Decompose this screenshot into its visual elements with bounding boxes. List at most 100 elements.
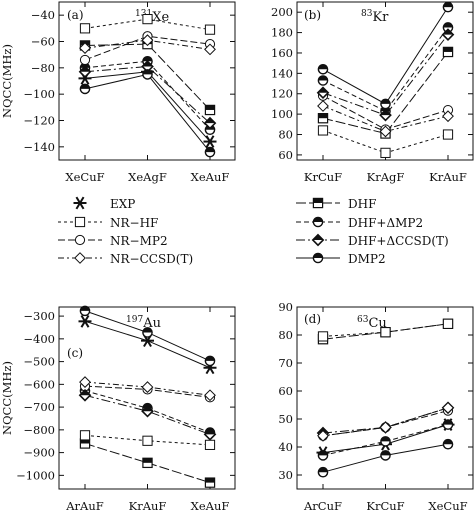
data-point	[442, 419, 454, 430]
legend-key-nr-mp2	[58, 234, 102, 246]
series-dmp2	[317, 1, 454, 110]
data-point	[379, 108, 392, 122]
y-tick-label: −400	[23, 332, 55, 346]
legend: EXP NR−HF NR−MP2 NR−CCSD(T) DHF DHF+ΔMP2…	[58, 196, 449, 266]
y-tick-label: −800	[23, 423, 55, 437]
series-nr-hf	[79, 430, 216, 450]
data-point	[204, 439, 216, 450]
data-point	[317, 466, 329, 478]
data-point	[441, 28, 455, 41]
y-axis-label: NQCC(MHz)	[0, 361, 14, 435]
x-tick-label: XeAuF	[191, 170, 230, 184]
y-tick-label: −300	[23, 309, 55, 323]
y-axis-label: NQCC(MHz)	[0, 44, 14, 118]
data-point	[380, 450, 391, 461]
data-point	[204, 43, 216, 56]
data-point	[141, 404, 154, 418]
series-dhf-ccsd-t	[78, 388, 217, 441]
y-tick-label: 180	[271, 26, 293, 40]
legend-marker	[73, 196, 87, 210]
y-tick-label: −600	[23, 377, 55, 391]
y-tick-label: 100	[271, 107, 293, 121]
legend-key-dhf-ccsd-t	[296, 233, 340, 247]
data-point	[204, 389, 216, 402]
y-tick-label: 200	[271, 5, 293, 19]
series-nr-ccsd-t	[317, 401, 454, 442]
panel-label: (c)	[67, 346, 83, 360]
y-tick-label: 50	[278, 412, 293, 426]
data-point	[204, 477, 216, 488]
legend-key-dhf	[296, 197, 340, 209]
x-tick-label: KrAuF	[129, 499, 167, 513]
data-point	[442, 22, 454, 33]
data-point	[317, 75, 329, 86]
series-dhf-mp2	[317, 419, 454, 461]
data-point	[442, 318, 454, 329]
data-point	[442, 401, 454, 414]
legend-marker	[74, 234, 86, 246]
y-tick-label: −900	[23, 446, 55, 460]
y-tick-label: 60	[278, 384, 293, 398]
x-tick-label: KrAuF	[429, 170, 467, 184]
y-tick-label: −120	[23, 114, 55, 128]
series-line	[322, 51, 449, 135]
data-point	[204, 104, 216, 116]
data-point	[79, 23, 91, 34]
data-point	[204, 355, 216, 367]
y-tick-label: −60	[31, 35, 55, 49]
data-point	[142, 435, 153, 446]
legend-label-nr-ccsdt: NR−CCSD(T)	[110, 252, 193, 266]
x-tick-label: KrAgF	[367, 170, 405, 184]
x-tick-label: XeAgF	[128, 170, 167, 184]
legend-label-dhf-dccsdt: DHF+ΔCCSD(T)	[348, 234, 449, 248]
y-tick-label: 160	[271, 46, 293, 60]
data-point	[79, 54, 91, 66]
series-line	[84, 66, 211, 124]
x-tick-label: ArAuF	[65, 499, 104, 513]
data-point	[380, 327, 391, 338]
data-point	[317, 450, 329, 461]
y-tick-label: 60	[278, 148, 293, 162]
y-tick-label: −700	[23, 400, 55, 414]
y-tick-label: −100	[23, 87, 55, 101]
series-dmp2	[79, 305, 216, 367]
y-tick-label: 80	[278, 328, 293, 342]
data-point	[204, 146, 216, 158]
isotope-label: 197Au	[126, 315, 161, 331]
series-nr-ccsd-t	[79, 34, 216, 56]
series-nr-ccsd-t	[317, 100, 454, 138]
x-tick-label: XeAuF	[191, 499, 230, 513]
data-point	[317, 331, 329, 342]
panel-3: −300 −400 −500 −600 −700 −800 −900 −1000 ArAuF Kr…	[0, 305, 236, 513]
panel-label: (d)	[304, 312, 321, 326]
series-nr-hf	[79, 14, 216, 35]
legend-key-nr-ccsd-t	[58, 252, 102, 264]
isotope-label: 131Xe	[135, 9, 169, 25]
legend-marker	[74, 216, 86, 228]
panel-2: 60 80 100 120 140 160 180 200 KrCuF KrAgF KrAuF (b)…	[271, 1, 474, 184]
legend-label-exp: EXP	[110, 197, 135, 211]
legend-marker	[312, 216, 324, 228]
series-line	[322, 27, 449, 112]
legend-label-nr-hf: NR−HF	[110, 216, 158, 230]
data-point	[317, 63, 329, 75]
y-tick-label: −500	[23, 355, 55, 369]
y-tick-label: 80	[278, 128, 293, 142]
x-tick-label: XeCuF	[428, 499, 467, 513]
panel-1: −40 −60 −80 −100 −120 −140 XeCuF XeAgF XeAuF NQCC…	[0, 1, 236, 184]
legend-key-dmp2	[296, 252, 340, 264]
y-tick-label: −140	[23, 140, 55, 154]
series-nr-ccsd-t	[79, 376, 216, 402]
x-tick-label: KrCuF	[304, 170, 342, 184]
data-point	[317, 429, 329, 442]
data-point	[142, 14, 153, 25]
data-point	[379, 421, 392, 434]
y-tick-label: 140	[271, 66, 293, 80]
data-point	[79, 305, 91, 317]
data-point	[203, 116, 217, 130]
data-point	[380, 147, 391, 158]
series-nr-hf	[317, 318, 454, 342]
series-dmp2	[79, 69, 216, 158]
